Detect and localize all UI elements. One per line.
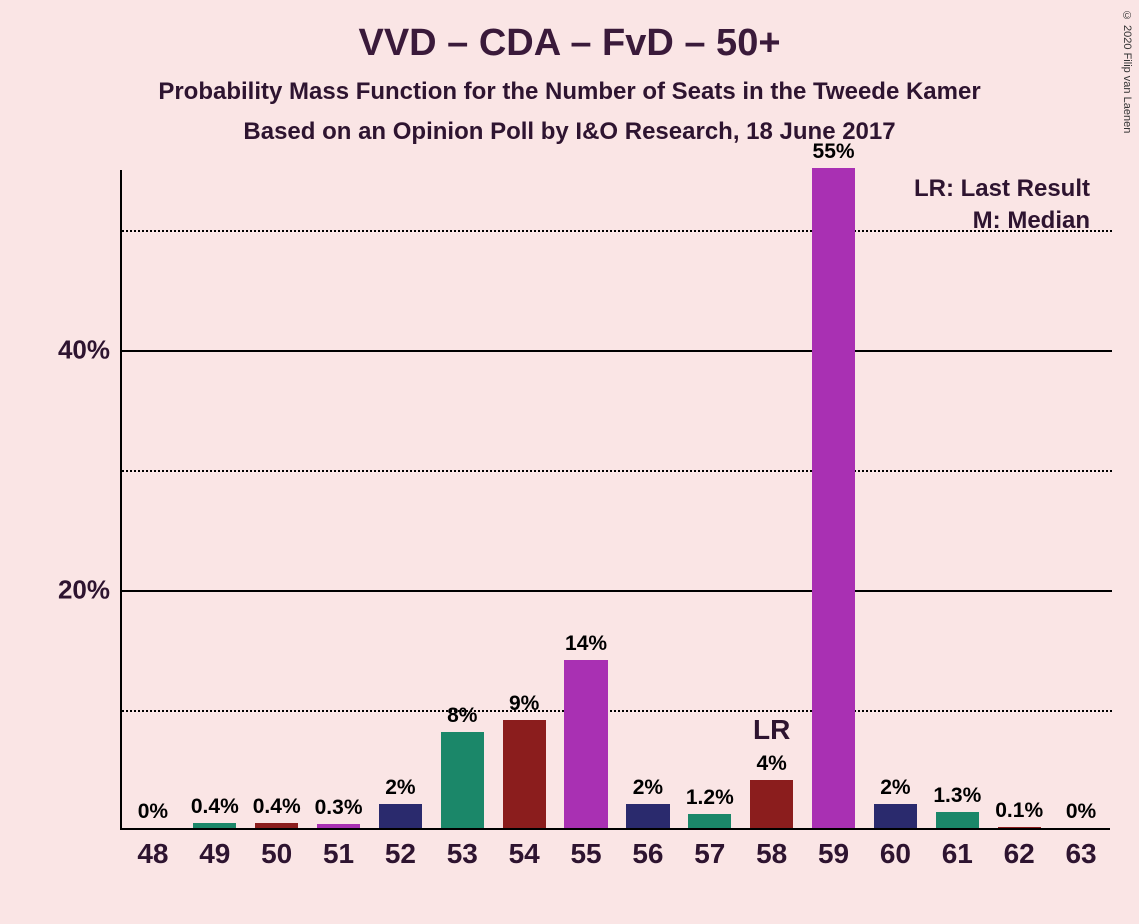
bar: 1.3% — [936, 812, 979, 828]
bar: 2% — [626, 804, 669, 828]
x-tick-label: 62 — [1004, 838, 1035, 870]
bar-value-label: 0.4% — [253, 795, 301, 819]
bar-slot: 0.3%51 — [308, 168, 370, 828]
bar: 55% — [812, 168, 855, 828]
x-tick-label: 52 — [385, 838, 416, 870]
x-tick-label: 57 — [694, 838, 725, 870]
x-tick-label: 54 — [509, 838, 540, 870]
bar-slot: 1.3%61 — [926, 168, 988, 828]
copyright-notice: © 2020 Filip van Laenen — [1121, 10, 1133, 133]
plot-region: LR: Last Result M: Median 0%480.4%490.4%… — [120, 170, 1110, 830]
bar: 0.4% — [255, 823, 298, 828]
bar-value-label: 1.3% — [933, 784, 981, 808]
bar-value-label: 0.3% — [315, 796, 363, 820]
bar-extra-label: LR — [753, 714, 790, 746]
chart-subtitle-1: Probability Mass Function for the Number… — [0, 78, 1139, 106]
bar-value-label: 2% — [880, 776, 910, 800]
x-tick-label: 49 — [199, 838, 230, 870]
x-tick-label: 51 — [323, 838, 354, 870]
bar-slot: 9%54 — [493, 168, 555, 828]
bar-value-label: 0% — [138, 800, 168, 824]
bar-slot: 0.4%50 — [246, 168, 308, 828]
x-tick-label: 63 — [1065, 838, 1096, 870]
y-tick-label: 40% — [58, 335, 110, 366]
x-tick-label: 58 — [756, 838, 787, 870]
x-tick-label: 60 — [880, 838, 911, 870]
x-tick-label: 59 — [818, 838, 849, 870]
chart-subtitle-2: Based on an Opinion Poll by I&O Research… — [0, 118, 1139, 146]
bar-value-label: 2% — [385, 776, 415, 800]
bar-slot: 0%63 — [1050, 168, 1112, 828]
x-tick-label: 55 — [570, 838, 601, 870]
bar-value-label: 9% — [509, 692, 539, 716]
bar-value-label: 14% — [565, 632, 607, 656]
bar: 0.3% — [317, 824, 360, 828]
bar-slot: 0%48 — [122, 168, 184, 828]
x-tick-label: 61 — [942, 838, 973, 870]
bars-container: 0%480.4%490.4%500.3%512%528%539%5414%552… — [122, 168, 1112, 828]
x-tick-label: 50 — [261, 838, 292, 870]
bar-value-label: 8% — [447, 704, 477, 728]
bar-slot: LR4%58 — [741, 168, 803, 828]
chart-title: VVD – CDA – FvD – 50+ — [0, 22, 1139, 65]
bar-value-label: 2% — [633, 776, 663, 800]
bar: 8% — [441, 732, 484, 828]
bar-value-label: 0% — [1066, 800, 1096, 824]
bar-slot: 2%56 — [617, 168, 679, 828]
bar-slot: 2%60 — [865, 168, 927, 828]
bar-value-label: 4% — [757, 752, 787, 776]
x-tick-label: 53 — [447, 838, 478, 870]
bar: 0.4% — [193, 823, 236, 828]
bar-slot: 8%53 — [431, 168, 493, 828]
bar-slot: 0.4%49 — [184, 168, 246, 828]
bar-slot: 1.2%57 — [679, 168, 741, 828]
bar-slot: 14%55 — [555, 168, 617, 828]
bar-slot: 2%52 — [370, 168, 432, 828]
chart-area: LR: Last Result M: Median 0%480.4%490.4%… — [120, 170, 1110, 830]
bar: 14% — [564, 660, 607, 828]
bar: 2% — [874, 804, 917, 828]
bar: 9% — [503, 720, 546, 828]
y-tick-label: 20% — [58, 575, 110, 606]
bar-value-label: 0.1% — [995, 799, 1043, 823]
bar-value-label: 0.4% — [191, 795, 239, 819]
bar: 1.2% — [688, 814, 731, 828]
bar-slot: M55%59 — [803, 168, 865, 828]
bar: 2% — [379, 804, 422, 828]
bar: 0.1% — [998, 827, 1041, 828]
bar-value-label: 55% — [813, 140, 855, 164]
x-tick-label: 48 — [137, 838, 168, 870]
x-tick-label: 56 — [632, 838, 663, 870]
bar: 4% — [750, 780, 793, 828]
bar-value-label: 1.2% — [686, 786, 734, 810]
bar-slot: 0.1%62 — [988, 168, 1050, 828]
